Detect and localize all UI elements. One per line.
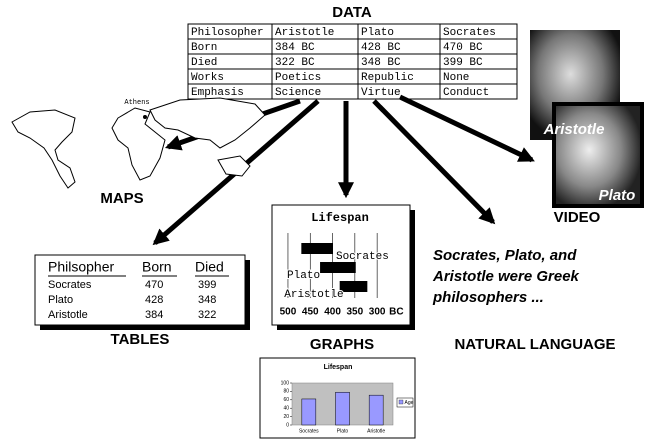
x-tick-label: 350 xyxy=(347,307,364,318)
table-cell: None xyxy=(443,72,469,84)
x-tick-label: 500 xyxy=(280,307,297,318)
table-cell: Socrates xyxy=(48,279,92,291)
chart-title: Lifespan xyxy=(324,364,353,371)
data-table: Philosopher Aristotle Plato Socrates Born 384… xyxy=(188,24,517,99)
table-cell: 348 xyxy=(198,294,216,306)
nl-line: philosophers ... xyxy=(432,289,544,306)
table-cell: 348 BC xyxy=(361,57,401,69)
video-caption: Aristotle xyxy=(543,121,605,138)
table-cell: 384 BC xyxy=(275,42,315,54)
graphs-title: Lifespan xyxy=(311,211,369,225)
x-tick-label: 400 xyxy=(324,307,341,318)
y-tick-label: 100 xyxy=(281,380,290,386)
table-cell: Aristotle xyxy=(275,27,334,39)
world-map xyxy=(12,98,265,188)
table-cell: 322 xyxy=(198,309,216,321)
y-tick-label: 80 xyxy=(283,389,289,395)
table-header: Died xyxy=(195,259,224,275)
y-tick-label: 20 xyxy=(283,414,289,420)
table-header: Born xyxy=(142,259,172,275)
table-cell: Science xyxy=(275,87,321,99)
legend-swatch xyxy=(399,400,403,404)
x-tick-label: 300 xyxy=(369,307,386,318)
table-cell: Aristotle xyxy=(48,309,88,321)
graphs-label: GRAPHS xyxy=(310,336,374,353)
asia xyxy=(150,98,265,148)
table-cell: 470 BC xyxy=(443,42,483,54)
bar xyxy=(302,399,316,425)
table-header: Philsopher xyxy=(48,259,114,275)
bar-label: Aristotle xyxy=(284,289,343,301)
table-cell: Plato xyxy=(48,294,73,306)
legend-label: Age xyxy=(405,400,414,406)
y-tick-label: 60 xyxy=(283,397,289,403)
tables-label: TABLES xyxy=(111,331,170,348)
bar-label: Plato xyxy=(287,270,320,282)
table-cell: 384 xyxy=(145,309,163,321)
table-cell: Conduct xyxy=(443,87,489,99)
table-cell: Philosopher xyxy=(191,27,264,39)
table-cell: Born xyxy=(191,42,217,54)
table-cell: Poetics xyxy=(275,72,321,84)
bar xyxy=(336,392,350,425)
table-cell: Virtue xyxy=(361,87,401,99)
city-label: Athens xyxy=(124,99,149,107)
maps-label: MAPS xyxy=(100,190,143,207)
bar-label: Socrates xyxy=(336,251,389,263)
diagram: DATA Philosopher Aristotle Plato Socrates Bo… xyxy=(0,0,646,441)
data-title: DATA xyxy=(332,4,372,21)
gantt-bar xyxy=(301,243,333,254)
americas xyxy=(12,110,75,188)
nl-line: Socrates, Plato, and xyxy=(433,247,577,264)
y-tick-label: 0 xyxy=(286,422,289,428)
x-unit: BC xyxy=(389,307,403,318)
arrow xyxy=(374,101,493,222)
nl-line: Aristotle were Greek xyxy=(432,268,580,285)
table-cell: 470 xyxy=(145,279,163,291)
athens-dot xyxy=(143,115,147,119)
table-cell: Republic xyxy=(361,72,414,84)
table-cell: 399 xyxy=(198,279,216,291)
nl-label: NATURAL LANGUAGE xyxy=(454,336,615,353)
table-cell: Emphasis xyxy=(191,87,244,99)
video-caption: Plato xyxy=(599,187,636,204)
bar xyxy=(369,395,383,425)
y-tick-label: 40 xyxy=(283,406,289,412)
table-cell: 428 BC xyxy=(361,42,401,54)
table-cell: Socrates xyxy=(443,27,496,39)
table-cell: Works xyxy=(191,72,224,84)
australia xyxy=(218,156,250,176)
video-label: VIDEO xyxy=(554,209,601,226)
x-tick-label: 450 xyxy=(302,307,319,318)
table-cell: Plato xyxy=(361,27,394,39)
table-cell: 322 BC xyxy=(275,57,315,69)
gantt-bar xyxy=(340,281,368,292)
table-cell: 428 xyxy=(145,294,163,306)
x-tick-label: Socrates xyxy=(299,428,319,434)
gantt-bar xyxy=(320,262,356,273)
x-tick-label: Plato xyxy=(337,428,349,434)
table-cell: Died xyxy=(191,57,217,69)
x-tick-label: Aristotle xyxy=(367,428,385,434)
table-cell: 399 BC xyxy=(443,57,483,69)
